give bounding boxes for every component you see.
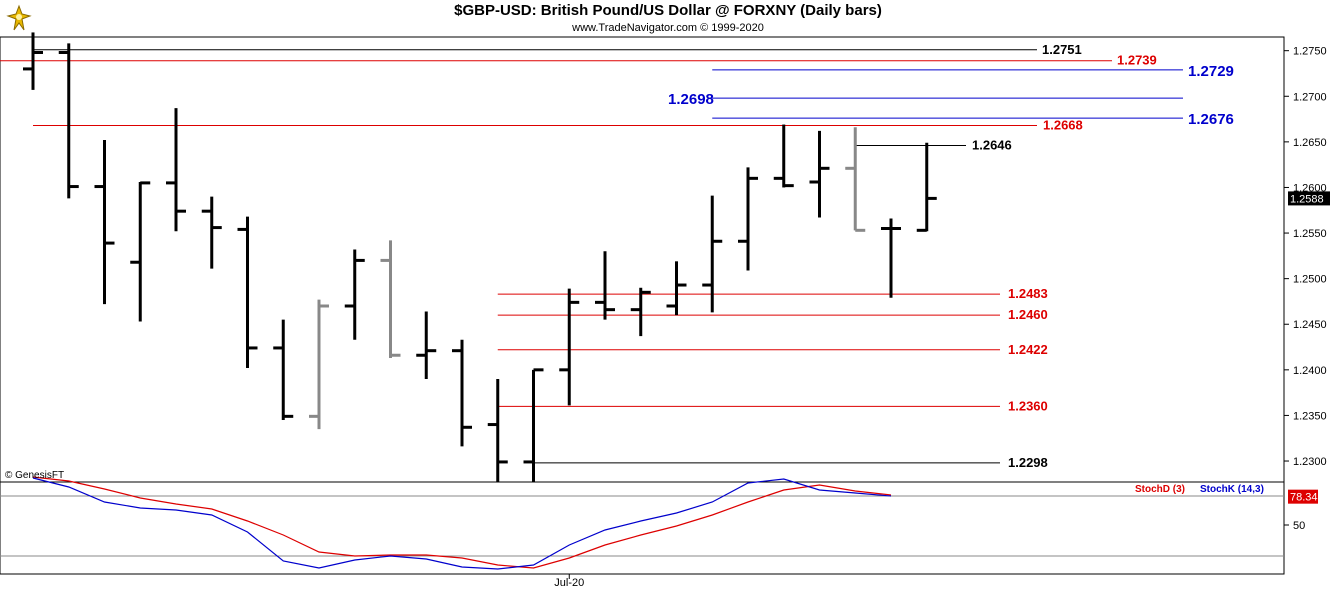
level-label: 1.2483	[1008, 286, 1048, 301]
last-price-box	[1288, 191, 1330, 206]
trade-navigator-logo	[6, 4, 32, 32]
stoch-series-line	[32, 477, 892, 570]
last-price-label: 1.2588	[1290, 193, 1324, 205]
level-label: 1.2360	[1008, 398, 1048, 413]
chart-subtitle: www.TradeNavigator.com © 1999-2020	[572, 22, 764, 34]
y-tick-label: 1.2550	[1293, 228, 1327, 240]
level-label: 1.2729	[1188, 63, 1234, 80]
y-tick-label: 1.2300	[1293, 456, 1327, 468]
stoch-y-tick-label: 50	[1293, 520, 1305, 532]
stoch-legend-label: StochD (3)	[1135, 484, 1185, 495]
y-tick-label: 1.2750	[1293, 46, 1327, 58]
y-tick-label: 1.2700	[1293, 91, 1327, 103]
y-tick-label: 1.2350	[1293, 410, 1327, 422]
level-label: 1.2422	[1008, 342, 1048, 357]
copyright-label: © GenesisFT	[5, 470, 64, 481]
stochastic-panel	[0, 481, 1285, 575]
y-tick-label: 1.2650	[1293, 137, 1327, 149]
y-tick-label: 1.2450	[1293, 319, 1327, 331]
stoch-legend-label: StochK (14,3)	[1200, 484, 1264, 495]
level-label: 1.2751	[1042, 42, 1082, 57]
x-tick-label: Jul-20	[554, 577, 584, 589]
stoch-series-line	[32, 476, 892, 569]
level-label: 1.2698	[668, 91, 714, 108]
level-label: 1.2739	[1117, 53, 1157, 68]
stoch-last-value-label: 78.34	[1290, 492, 1318, 504]
level-label: 1.2646	[972, 138, 1012, 153]
stoch-last-value-box	[1288, 489, 1318, 504]
price-panel	[0, 36, 1285, 483]
level-label: 1.2460	[1008, 307, 1048, 322]
level-label: 1.2298	[1008, 455, 1048, 470]
y-tick-label: 1.2400	[1293, 365, 1327, 377]
level-label: 1.2676	[1188, 111, 1234, 128]
y-tick-label: 1.2500	[1293, 274, 1327, 286]
chart-title: $GBP-USD: British Pound/US Dollar @ FORX…	[454, 2, 882, 19]
level-label: 1.2668	[1043, 117, 1083, 132]
